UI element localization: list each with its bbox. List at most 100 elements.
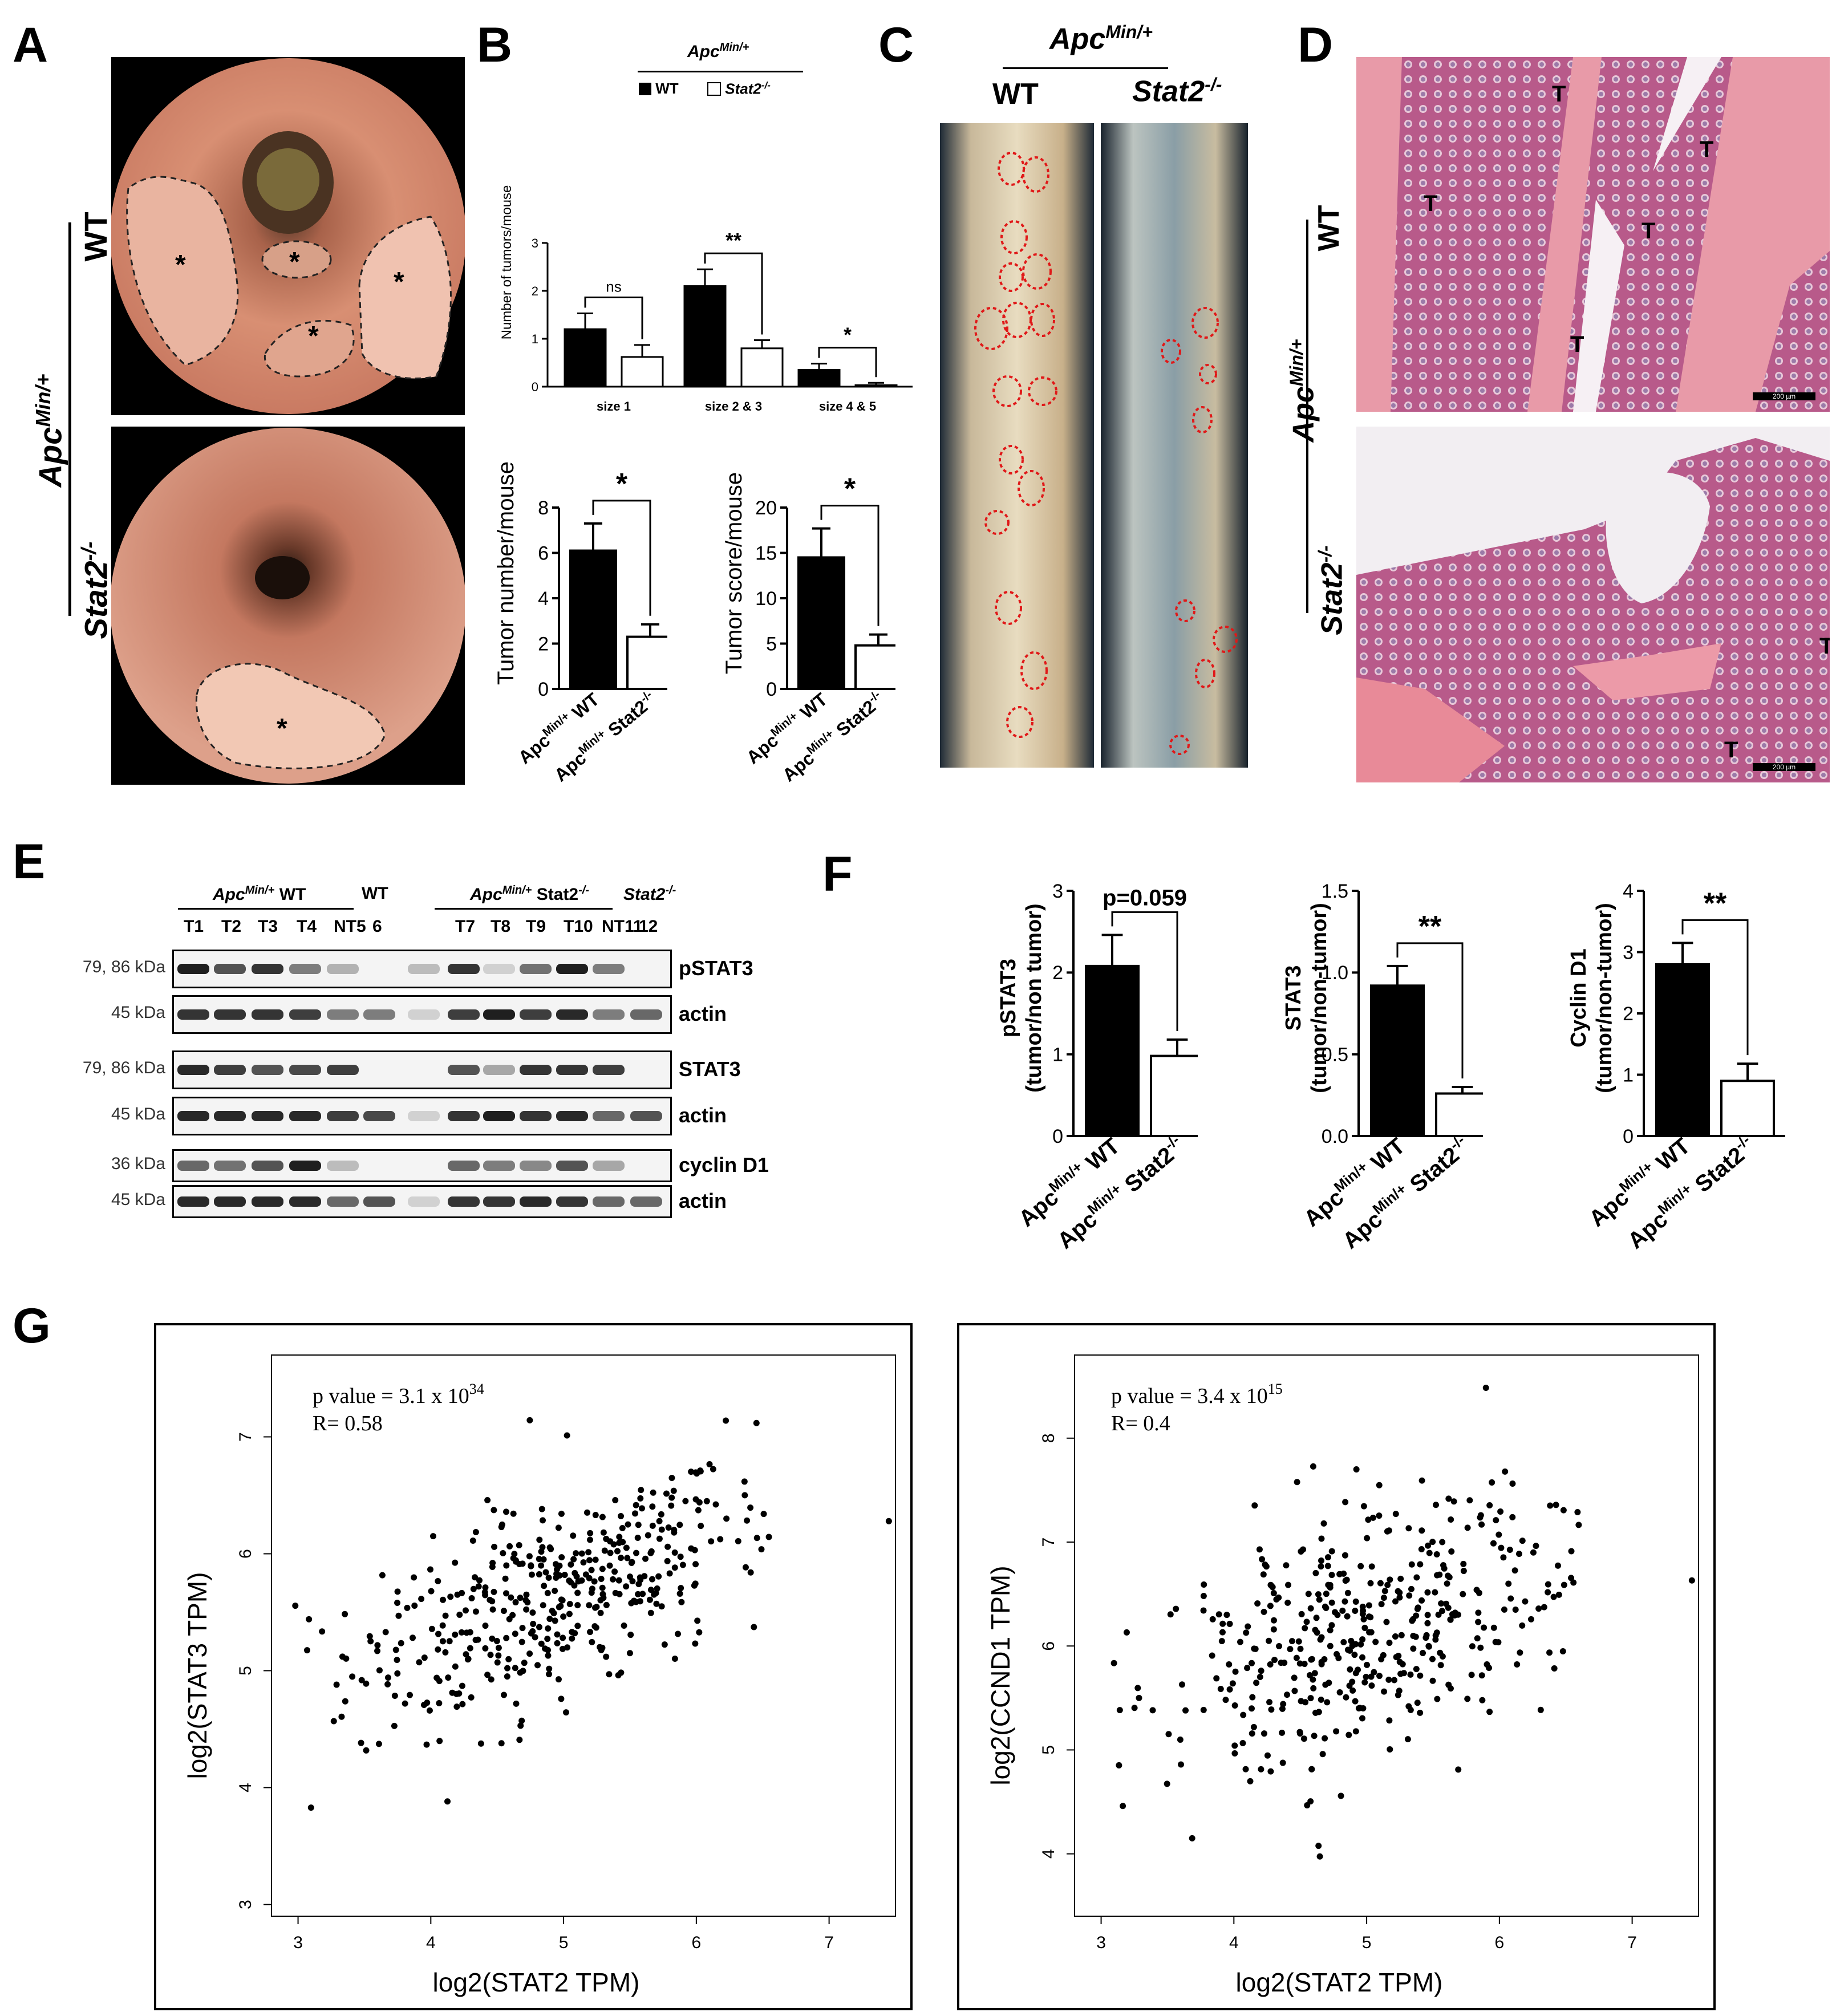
scatter-point — [599, 1644, 606, 1651]
scatter-point — [1318, 1696, 1324, 1703]
significance-bracket — [1681, 919, 1749, 1056]
scatter-point — [1441, 1565, 1448, 1572]
scatter-point — [426, 1707, 433, 1714]
blot-band — [177, 1111, 209, 1121]
scatter-point — [1336, 1689, 1343, 1696]
scatter-point — [1237, 1638, 1243, 1645]
blot-band — [448, 1111, 480, 1121]
scatter-point — [1336, 1571, 1343, 1577]
scatter-point — [494, 1659, 501, 1666]
scatter-point — [1361, 1679, 1368, 1686]
scatter-point — [664, 1543, 671, 1550]
legend-ko: Stat2-/- — [707, 80, 771, 98]
scatter-point — [1341, 1598, 1348, 1605]
scatter-point — [553, 1561, 560, 1568]
scatter-point — [1316, 1853, 1323, 1860]
lane-label: T10 — [564, 917, 593, 936]
scatter-point — [435, 1646, 441, 1653]
scatter-point — [1296, 1729, 1303, 1735]
legend-title: ApcMin/+ — [687, 41, 749, 61]
scatter-point — [1568, 1575, 1575, 1581]
scatter-point — [1300, 1735, 1307, 1742]
scatter-point — [1209, 1652, 1215, 1659]
scatter-point — [1474, 1635, 1481, 1642]
scatter-point — [1295, 1638, 1302, 1645]
scatter-point — [753, 1535, 760, 1542]
scatter-point — [1688, 1577, 1695, 1584]
bar-stat2 — [1720, 1080, 1775, 1137]
scatter-point — [1267, 1603, 1274, 1609]
scatter-point — [517, 1595, 524, 1601]
scatter-point — [606, 1562, 613, 1569]
scatter-point — [349, 1673, 356, 1680]
scatter-point — [358, 1677, 365, 1684]
scatter-point — [1368, 1563, 1375, 1570]
scatter-point — [1367, 1614, 1374, 1621]
scatter-point — [1415, 1604, 1421, 1611]
tumor-outlines — [974, 152, 1238, 755]
blot-band — [520, 1111, 552, 1121]
scatter-point — [1245, 1623, 1251, 1630]
scatter-point — [512, 1665, 518, 1672]
scatter-point — [556, 1604, 562, 1611]
bar-stat2 — [626, 635, 667, 691]
panel-letter-b: B — [477, 18, 513, 72]
scatter-point — [1294, 1479, 1300, 1486]
scatter-point — [1312, 1569, 1319, 1576]
scatter-point — [635, 1581, 642, 1588]
x-tick-label: 4 — [426, 1933, 436, 1952]
scatter-point — [1466, 1497, 1473, 1504]
scatter-point — [384, 1674, 391, 1681]
scatter-point — [1385, 1676, 1392, 1683]
scatter-point — [1270, 1626, 1277, 1633]
scatter-point — [760, 1511, 767, 1518]
blot-band — [252, 1009, 283, 1020]
intestine-wt — [940, 123, 1094, 768]
blot-band — [408, 964, 440, 974]
scatter-point — [1537, 1706, 1544, 1713]
scatter-point — [600, 1595, 607, 1601]
scatter-point — [678, 1585, 684, 1592]
y-axis-label: Tumor score/mouse — [722, 472, 747, 674]
scatter-point — [1258, 1668, 1264, 1674]
scatter-point — [1507, 1595, 1514, 1602]
scatter-point — [517, 1669, 524, 1676]
scatter-point — [1397, 1575, 1404, 1582]
scatter-point — [586, 1602, 593, 1609]
scatter-point — [1368, 1682, 1375, 1689]
scatter-point — [495, 1652, 502, 1659]
scatter-point — [1437, 1649, 1444, 1656]
scatter-point — [1425, 1542, 1432, 1549]
blot-band — [483, 1065, 515, 1075]
scatter-point — [612, 1497, 619, 1504]
scatter-point — [566, 1577, 573, 1584]
scatter-point — [456, 1611, 463, 1618]
blot-band — [448, 1009, 480, 1020]
scatter-point — [1116, 1762, 1122, 1768]
scatter-point — [1310, 1463, 1316, 1470]
scatter-point — [1555, 1591, 1562, 1598]
panel-d-row-wt: WT — [1312, 205, 1345, 252]
panel-a-genotype-label: ApcMin/+ — [31, 374, 68, 488]
y-axis-label: (tumor/non-tumor) — [1307, 903, 1331, 1093]
blot-band — [252, 1161, 283, 1171]
scatter-point — [1481, 1624, 1488, 1631]
y-tick-label: 1.5 — [1322, 881, 1348, 902]
scatter-point — [1302, 1625, 1308, 1632]
scatter-point — [493, 1638, 500, 1645]
scatter-point — [1328, 1548, 1335, 1555]
scale-bar-label: 200 µm — [1773, 763, 1796, 771]
scatter-point — [1511, 1567, 1518, 1574]
x-tick-label: 3 — [293, 1933, 303, 1952]
scatter-point — [511, 1551, 518, 1557]
scatter-point — [1328, 1572, 1335, 1579]
scatter-point — [1486, 1502, 1493, 1509]
scatter-point — [409, 1634, 416, 1641]
scatter-point — [1353, 1466, 1360, 1473]
scatter-point — [558, 1554, 565, 1561]
bar-wt — [1370, 984, 1425, 1137]
significance-label: * — [844, 323, 852, 347]
scatter-point — [1383, 1619, 1390, 1625]
scatter-point — [502, 1508, 509, 1515]
scatter-point — [671, 1549, 678, 1556]
